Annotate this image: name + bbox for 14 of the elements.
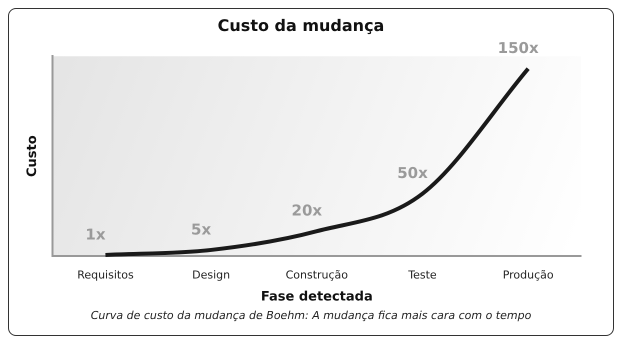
data-label: 150x (498, 39, 539, 58)
x-tick-label: Design (192, 268, 230, 282)
x-axis-title: Fase detectada (260, 290, 373, 305)
data-label: 5x (191, 220, 212, 238)
data-label: 1x (85, 225, 106, 244)
data-label: 50x (397, 164, 428, 182)
x-tick-label: Teste (407, 268, 437, 282)
x-tick-label: Construção (286, 268, 348, 282)
text: Curva de custo da mudança de Boehm: A mudança fica mais cara com o tempo (90, 309, 532, 322)
x-tick-label: Requisitos (77, 268, 134, 282)
x-tick-label: Produção (502, 268, 554, 282)
chart-title: Custo da mudança (218, 16, 384, 35)
y-axis-title: Custo (25, 135, 40, 178)
data-label: 20x (292, 202, 322, 220)
